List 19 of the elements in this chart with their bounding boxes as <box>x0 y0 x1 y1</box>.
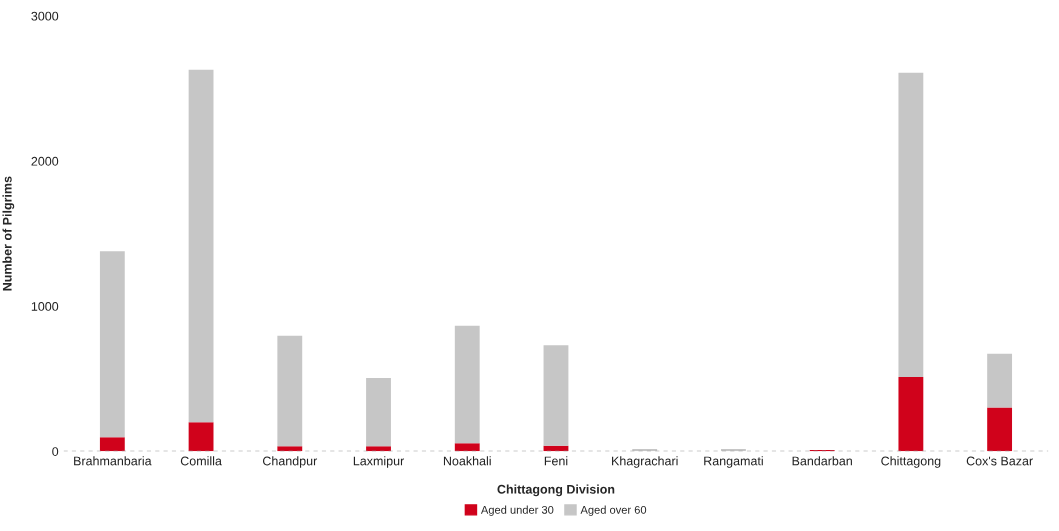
x-tick-label: Rangamati <box>704 456 763 468</box>
x-tick-label: Chittagong <box>881 456 941 468</box>
y-tick-label: 1000 <box>31 302 59 311</box>
y-tick-label: 0 <box>52 447 59 456</box>
y-axis-title: Number of Pilgrims <box>2 176 15 291</box>
x-tick-label: Bandarban <box>792 456 852 466</box>
legend-label: Aged under 30 <box>480 505 554 516</box>
x-tick-label: Noakhali <box>443 456 491 466</box>
x-tick-label: Brahmanbaria <box>74 456 152 466</box>
legend-label: Aged over 60 <box>580 505 647 516</box>
x-axis-title: Chittagong Division <box>497 484 615 497</box>
y-tick-label: 3000 <box>31 11 59 21</box>
x-tick-label: Chandpur <box>262 456 318 468</box>
x-tick-label: Feni <box>544 456 568 466</box>
x-tick-label: Comilla <box>180 456 222 466</box>
y-tick-label: 2000 <box>31 156 59 166</box>
x-tick-label: Laxmipur <box>353 456 405 468</box>
x-tick-label: Khagrachari <box>612 456 678 468</box>
x-tick-label: Cox's Bazar <box>966 456 1033 466</box>
